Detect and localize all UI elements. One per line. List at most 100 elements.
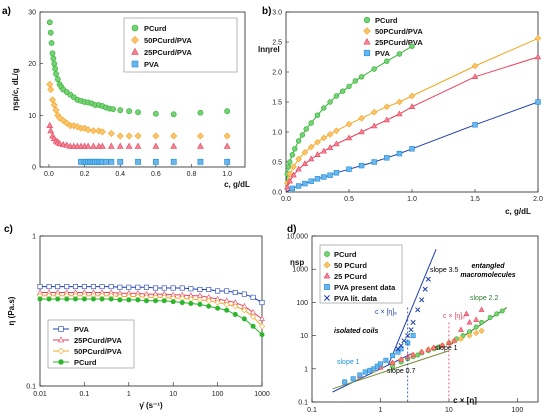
d-data-point <box>342 379 348 385</box>
d-legend-box <box>319 244 403 304</box>
b-data-point <box>301 149 309 156</box>
c-x-tick-label: 10 <box>169 391 177 398</box>
d-data-point <box>410 351 417 358</box>
b-data-point <box>292 146 298 152</box>
c-data-point <box>215 288 221 294</box>
b-data-point <box>408 103 416 110</box>
a-x-tick-label: 1.0 <box>222 171 232 178</box>
d-data-point <box>473 316 480 322</box>
d-data-point <box>499 308 505 314</box>
b-data-point <box>287 159 293 165</box>
b-y-tick-label: 3.0 <box>272 10 282 17</box>
a-data-point <box>152 132 160 140</box>
a-data-point <box>152 110 159 117</box>
c-data-point <box>153 285 159 291</box>
b-data-point <box>472 122 478 128</box>
b-data-point <box>333 140 340 147</box>
c-y-tick-label: 1 <box>32 234 36 241</box>
a-data-point <box>126 108 133 115</box>
c-data-point <box>188 286 194 292</box>
a-data-point <box>56 114 64 122</box>
d-data-point <box>494 311 500 317</box>
d-y-tick-label: 0.1 <box>298 400 308 407</box>
d-annotation-critical-pcurd: c × [η]ₑ <box>443 313 465 320</box>
d-data-point <box>487 315 493 321</box>
a-data-point <box>89 127 98 135</box>
a-data-point <box>170 111 177 118</box>
a-data-point <box>223 142 231 149</box>
d-data-point <box>425 276 431 282</box>
c-data-point <box>259 300 265 306</box>
d-data-point <box>418 348 425 355</box>
a-data-point <box>116 142 124 149</box>
d-data-point <box>398 343 404 349</box>
c-data-point <box>90 296 96 302</box>
d-legend-marker <box>323 261 331 269</box>
b-legend-marker <box>363 16 371 24</box>
d-data-point <box>415 307 421 313</box>
d-x-tick-label: 0.1 <box>307 407 317 414</box>
a-data-point <box>47 85 55 94</box>
a-data-point <box>50 101 58 109</box>
b-data-point <box>314 151 321 158</box>
a-data-point <box>135 109 141 116</box>
d-data-point <box>401 338 407 344</box>
b-legend-label: PCurd <box>375 16 398 25</box>
c-data-point <box>224 288 230 294</box>
a-data-point <box>170 142 178 149</box>
d-legend-label: 50 PCurd <box>334 261 367 270</box>
a-data-point <box>103 158 109 165</box>
d-legend-marker <box>323 272 331 279</box>
c-data-point <box>241 307 248 314</box>
b-data-point <box>327 99 333 105</box>
c-data-point <box>161 285 167 291</box>
a-data-point <box>116 132 124 140</box>
a-data-point <box>197 109 204 116</box>
d-data-point-b <box>422 286 428 292</box>
d-x-tick-label: 10 <box>445 407 453 414</box>
b-data-point <box>295 138 302 144</box>
c-data-point <box>37 296 43 302</box>
d-data-point <box>350 376 356 382</box>
c-data-point <box>64 284 70 290</box>
d-data-point <box>430 344 437 350</box>
d-data-point <box>398 346 404 352</box>
a-y-axis-label: ηsp/c, dL/g <box>11 68 20 110</box>
d-y-tick-label: 10,000 <box>287 234 309 241</box>
c-data-point <box>224 307 230 313</box>
a-data-point <box>73 123 81 131</box>
d-legend-label: PVA lit. data <box>334 294 378 303</box>
d-y-tick-label: 1000 <box>292 267 308 274</box>
b-data-point <box>358 74 365 80</box>
c-data-point <box>206 286 212 292</box>
c-data-point <box>223 301 230 308</box>
c-data-point <box>90 284 96 290</box>
a-data-point <box>134 142 142 149</box>
d-data-point <box>425 346 432 352</box>
d-legend-marker-b <box>324 295 330 301</box>
b-data-point <box>290 171 297 178</box>
d-slope-line-steep <box>387 249 437 366</box>
b-y-tick-label: 0.0 <box>272 190 282 197</box>
b-data-point <box>314 176 321 182</box>
a-legend-box <box>123 17 238 73</box>
d-annotation-slope-2-2: slope 2.2 <box>470 295 499 302</box>
b-data-point <box>301 160 309 167</box>
b-data-point <box>307 143 315 151</box>
c-data-point <box>259 315 265 321</box>
a-data-point <box>90 142 97 149</box>
c-data-point <box>81 284 87 290</box>
c-data-point <box>161 298 167 304</box>
a-x-tick-label: 0.2 <box>80 171 90 178</box>
c-data-point <box>37 284 43 290</box>
a-data-point <box>52 65 59 72</box>
c-data-point <box>188 300 194 306</box>
d-y-tick-label: 100 <box>296 300 308 307</box>
a-data-point <box>49 50 56 57</box>
c-data-point <box>197 286 203 292</box>
b-data-point <box>314 112 321 118</box>
c-data-point <box>232 311 238 317</box>
d-data-point-b <box>419 297 425 303</box>
d-annotation-slope-3-5: slope 3.5 <box>430 267 459 274</box>
d-annotation-critical-pva: c × [η]ₑ <box>375 309 397 316</box>
